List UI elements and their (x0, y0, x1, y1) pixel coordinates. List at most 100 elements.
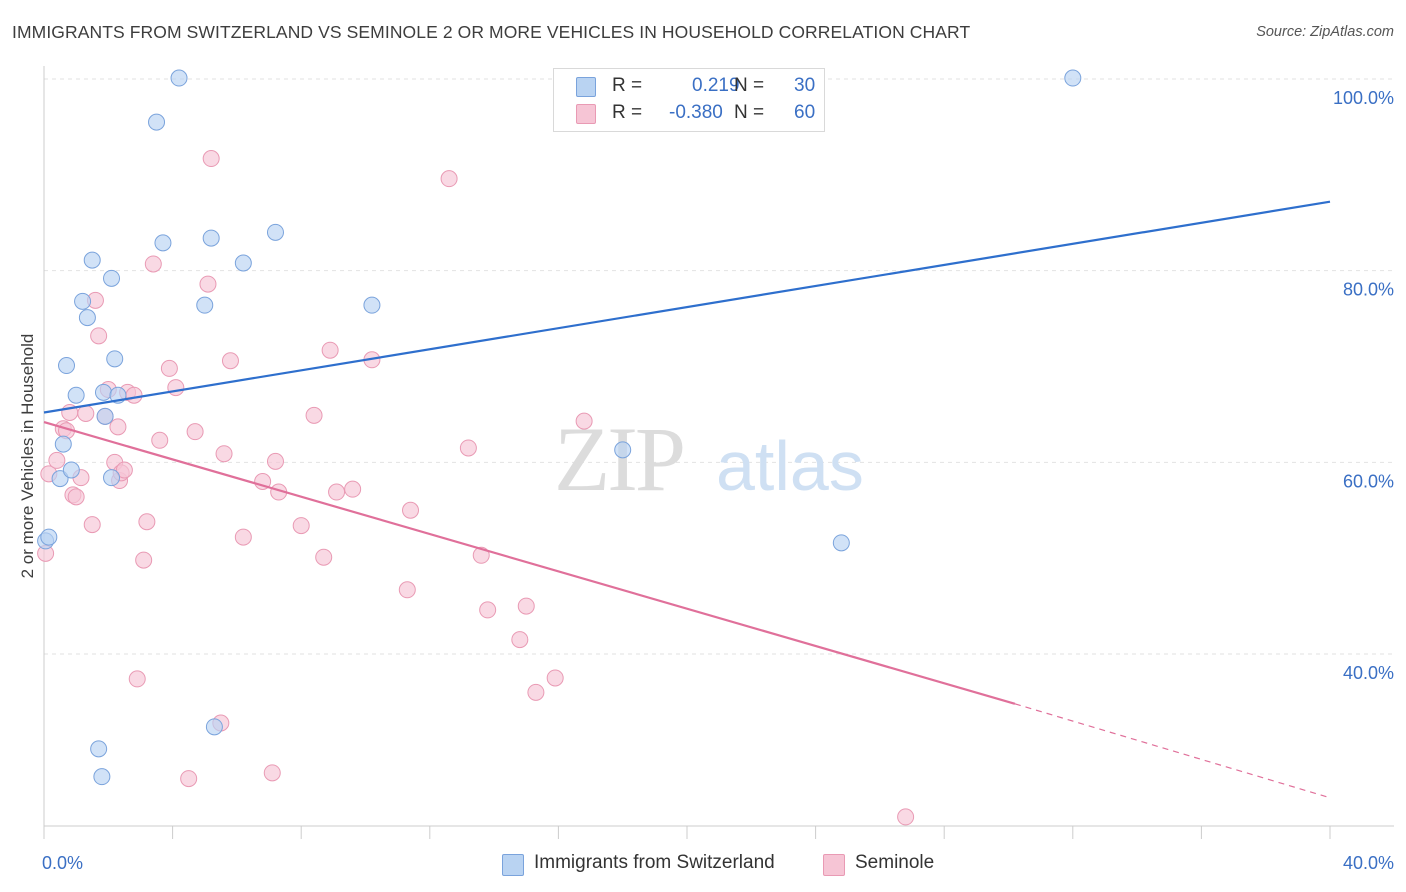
watermark: ZIP atlas (554, 408, 864, 510)
legend-r-value: 0.219 (692, 75, 740, 96)
trend-lines (43, 200, 1331, 799)
switzerland-point (74, 292, 92, 310)
switzerland-point (148, 113, 166, 131)
seminole-point (109, 418, 127, 436)
switzerland-point (832, 534, 850, 552)
seminole-trend-extrapolation (1014, 703, 1331, 799)
y-tick-label: 100.0% (1333, 88, 1394, 108)
seminole-point (160, 359, 178, 377)
seminole-point (321, 341, 339, 359)
seminole-point (292, 517, 310, 535)
seminole-point (83, 516, 101, 534)
switzerland-point (96, 407, 114, 425)
seminole-point (221, 352, 239, 370)
seminole-point (67, 488, 85, 506)
seminole-point (266, 452, 284, 470)
switzerland-point (202, 229, 220, 247)
seminole-point (459, 439, 477, 457)
bottom-legend-swatch-pink (823, 854, 845, 876)
legend-n-value: 30 (794, 75, 816, 96)
switzerland-point (234, 254, 252, 272)
seminole-point (315, 548, 333, 566)
legend-swatch-blue (576, 77, 596, 97)
axes (43, 66, 1394, 839)
seminole-point (328, 483, 346, 501)
chart-source: Source: ZipAtlas.com (1256, 24, 1394, 40)
switzerland-point (90, 740, 108, 758)
legend-n-label: N = (734, 75, 765, 96)
seminole-point (138, 513, 156, 531)
seminole-point (144, 255, 162, 273)
switzerland-point (154, 234, 172, 252)
switzerland-point (51, 470, 69, 488)
switzerland-points (37, 69, 1082, 786)
seminole-point (305, 406, 323, 424)
switzerland-point (106, 350, 124, 368)
switzerland-point (67, 386, 85, 404)
seminole-point (215, 445, 233, 463)
legend-swatch-pink (576, 104, 596, 124)
y-tick-label: 40.0% (1343, 663, 1394, 683)
bottom-legend-label: Immigrants from Switzerland (534, 852, 775, 873)
switzerland-point (58, 357, 76, 375)
legend-n-value: 60 (794, 102, 816, 123)
seminole-point (167, 379, 185, 397)
seminole-point (77, 404, 95, 422)
seminole-trend-line (43, 421, 1016, 705)
switzerland-point (614, 441, 632, 459)
grid-lines (44, 78, 1394, 655)
switzerland-point (54, 435, 72, 453)
x-tick-label: 40.0% (1343, 853, 1394, 873)
chart-title: IMMIGRANTS FROM SWITZERLAND VS SEMINOLE … (12, 22, 971, 42)
switzerland-point (205, 718, 223, 736)
legend-r-label: R = (612, 75, 643, 96)
legend-n-label: N = (734, 102, 765, 123)
switzerland-point (196, 296, 214, 314)
seminole-point (234, 528, 252, 546)
seminole-point (344, 480, 362, 498)
switzerland-point (93, 768, 111, 786)
seminole-point (527, 683, 545, 701)
switzerland-point (1064, 69, 1082, 87)
seminole-point (90, 327, 108, 345)
seminole-point (202, 150, 220, 168)
seminole-point (151, 431, 169, 449)
switzerland-point (94, 383, 112, 401)
seminole-point (402, 501, 420, 519)
switzerland-point (103, 469, 121, 487)
y-axis-label: 2 or more Vehicles in Household (18, 333, 37, 579)
seminole-point (479, 601, 497, 619)
seminole-point (897, 808, 915, 826)
legend-r-value: -0.380 (669, 102, 723, 123)
seminole-point (440, 170, 458, 188)
tick-labels: 40.0% 60.0% 80.0% 100.0% 0.0% 40.0% (42, 88, 1394, 873)
seminole-point (125, 386, 143, 404)
switzerland-point (363, 296, 381, 314)
seminole-point (135, 551, 153, 569)
seminole-point (128, 670, 146, 688)
switzerland-point (62, 461, 80, 479)
switzerland-point (266, 223, 284, 241)
seminole-point (517, 597, 535, 615)
switzerland-point (83, 251, 101, 269)
bottom-legend-swatch-blue (502, 854, 524, 876)
seminole-point (186, 423, 204, 441)
x-tick-label: 0.0% (42, 853, 83, 873)
seminole-point (180, 770, 198, 788)
switzerland-point (170, 69, 188, 87)
seminole-point (398, 581, 416, 599)
seminole-point (546, 669, 564, 687)
bottom-legend-label: Seminole (855, 852, 935, 873)
seminole-point (263, 764, 281, 782)
seminole-point (115, 461, 133, 479)
seminole-point (48, 451, 66, 469)
watermark-atlas: atlas (716, 427, 864, 505)
switzerland-point (78, 309, 96, 327)
switzerland-trend-line (43, 200, 1331, 414)
correlation-legend: R = 0.219 N = 30 R = -0.380 N = 60 (553, 68, 825, 132)
seminole-points (37, 150, 915, 826)
watermark-zip: ZIP (554, 408, 683, 510)
y-tick-label: 60.0% (1343, 471, 1394, 491)
y-tick-label: 80.0% (1343, 280, 1394, 300)
